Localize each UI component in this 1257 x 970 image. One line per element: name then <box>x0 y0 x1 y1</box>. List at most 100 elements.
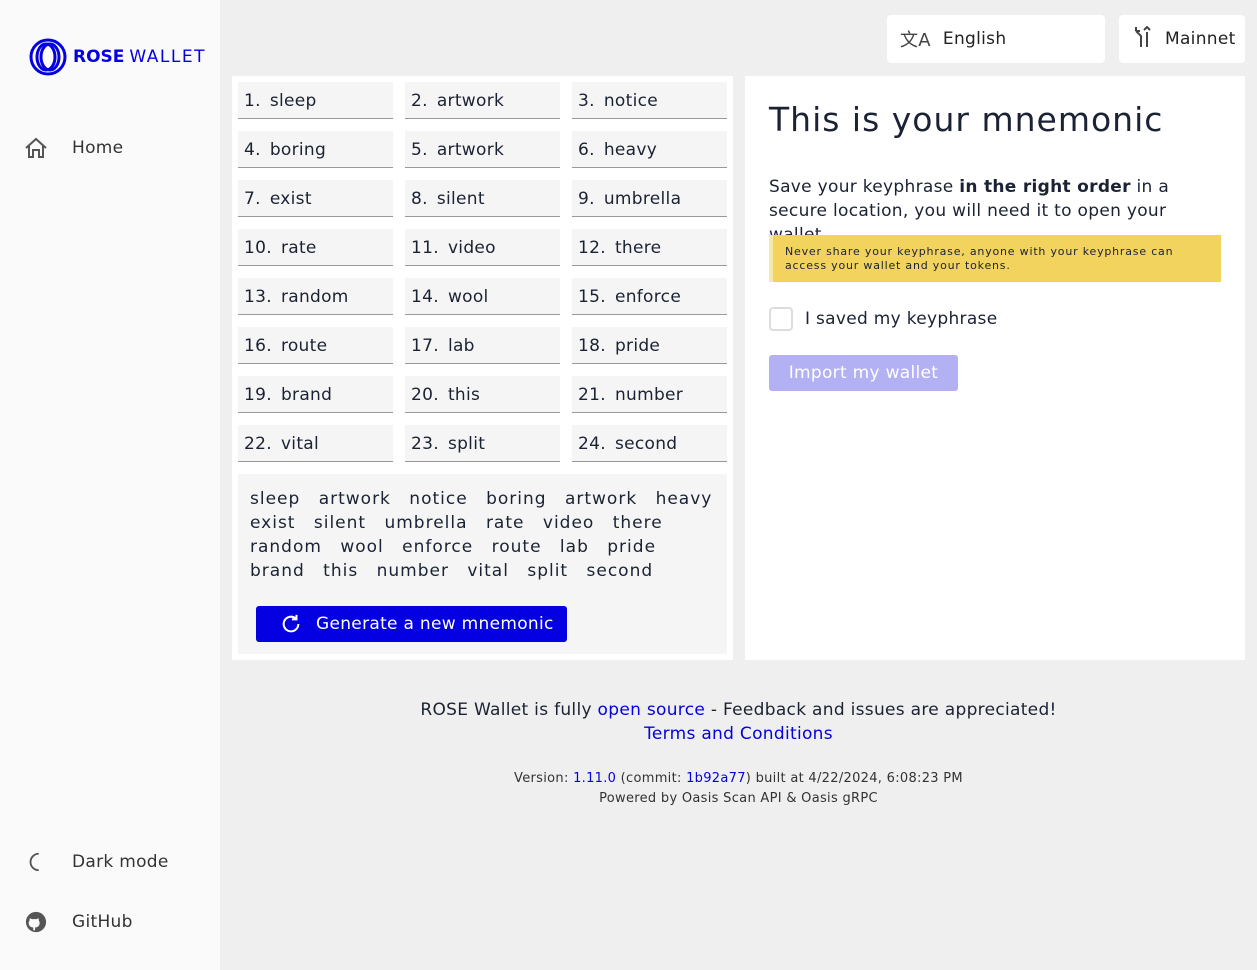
sidebar-item-label: Dark mode <box>72 852 169 872</box>
word-text: split <box>447 434 486 454</box>
word-text: brand <box>280 385 333 405</box>
word-number: 17. <box>411 336 439 356</box>
word-number: 3. <box>578 91 595 111</box>
rose-wallet-logo[interactable]: ROSE WALLET <box>28 37 206 77</box>
word-text: boring <box>269 140 327 160</box>
mnemonic-phrase-box: sleep artwork notice boring artwork heav… <box>238 474 727 654</box>
github-icon <box>24 910 48 934</box>
sidebar-item-home[interactable]: Home <box>24 136 123 160</box>
word-text: enforce <box>614 287 682 307</box>
word-number: 2. <box>411 91 428 111</box>
network-select[interactable]: Mainnet <box>1119 15 1245 63</box>
home-icon <box>24 136 48 160</box>
word-number: 8. <box>411 189 428 209</box>
commit-link[interactable]: 1b92a77 <box>686 771 746 786</box>
mnemonic-word: 14. wool <box>405 278 560 315</box>
generate-mnemonic-button[interactable]: Generate a new mnemonic <box>256 606 567 642</box>
mnemonic-word: 1. sleep <box>238 82 393 119</box>
word-number: 22. <box>244 434 272 454</box>
word-text: rate <box>280 238 317 258</box>
mnemonic-word: 5. artwork <box>405 131 560 168</box>
word-text: pride <box>614 336 661 356</box>
mnemonic-phrase[interactable]: sleep artwork notice boring artwork heav… <box>250 489 713 581</box>
mnemonic-word: 21. number <box>572 376 727 413</box>
language-label: English <box>942 29 1007 49</box>
word-number: 12. <box>578 238 606 258</box>
saved-keyphrase-checkbox[interactable]: I saved my keyphrase <box>769 307 997 331</box>
powered-by: Powered by Oasis Scan API & Oasis gRPC <box>599 791 878 806</box>
footer: ROSE Wallet is fully open source - Feedb… <box>232 698 1245 746</box>
warning-notice: Never share your keyphrase, anyone with … <box>769 235 1221 282</box>
network-fork-icon <box>1133 25 1153 53</box>
sidebar-item-dark-mode[interactable]: Dark mode <box>24 850 169 874</box>
mnemonic-word: 4. boring <box>238 131 393 168</box>
info-panel: This is your mnemonic Save your keyphras… <box>745 76 1245 660</box>
generate-label: Generate a new mnemonic <box>316 614 554 634</box>
sidebar-item-label: GitHub <box>72 912 133 932</box>
network-label: Mainnet <box>1165 29 1236 49</box>
mnemonic-word: 6. heavy <box>572 131 727 168</box>
word-number: 16. <box>244 336 272 356</box>
word-number: 6. <box>578 140 595 160</box>
word-number: 10. <box>244 238 272 258</box>
mnemonic-word: 17. lab <box>405 327 560 364</box>
word-number: 13. <box>244 287 272 307</box>
version-label: Version: <box>514 771 574 786</box>
version-link[interactable]: 1.11.0 <box>573 771 617 786</box>
sidebar-item-github[interactable]: GitHub <box>24 910 133 934</box>
word-number: 21. <box>578 385 606 405</box>
word-text: wool <box>447 287 489 307</box>
word-number: 20. <box>411 385 439 405</box>
mnemonic-word: 8. silent <box>405 180 560 217</box>
mnemonic-word: 12. there <box>572 229 727 266</box>
word-number: 18. <box>578 336 606 356</box>
mnemonic-word: 11. video <box>405 229 560 266</box>
word-number: 23. <box>411 434 439 454</box>
word-number: 19. <box>244 385 272 405</box>
word-text: there <box>614 238 662 258</box>
commit-label: (commit: <box>616 771 687 786</box>
moon-icon <box>24 850 48 874</box>
mnemonic-word: 2. artwork <box>405 82 560 119</box>
word-number: 24. <box>578 434 606 454</box>
word-number: 7. <box>244 189 261 209</box>
word-text: umbrella <box>603 189 682 209</box>
mnemonic-word: 24. second <box>572 425 727 462</box>
desc-bold: in the right order <box>959 177 1131 197</box>
mnemonic-word: 19. brand <box>238 376 393 413</box>
build-time: ) built at 4/22/2024, 6:08:23 PM <box>745 771 963 786</box>
word-text: artwork <box>436 140 505 160</box>
import-wallet-button[interactable]: Import my wallet <box>769 355 958 391</box>
refresh-icon <box>282 614 300 633</box>
mnemonic-word: 9. umbrella <box>572 180 727 217</box>
footer-text: ROSE Wallet is fully <box>420 700 598 720</box>
word-number: 14. <box>411 287 439 307</box>
word-text: vital <box>280 434 320 454</box>
mnemonic-panel: 1. sleep 2. artwork 3. notice 4. boring 5. artwor… <box>232 76 733 660</box>
word-text: second <box>614 434 678 454</box>
language-select[interactable]: 文A English <box>887 15 1105 63</box>
word-number: 1. <box>244 91 261 111</box>
word-text: video <box>447 238 496 258</box>
mnemonic-word: 22. vital <box>238 425 393 462</box>
sidebar-item-label: Home <box>72 138 124 158</box>
mnemonic-word: 3. notice <box>572 82 727 119</box>
mnemonic-word: 20. this <box>405 376 560 413</box>
word-text: sleep <box>269 91 317 111</box>
mnemonic-word: 16. route <box>238 327 393 364</box>
mnemonic-word: 13. random <box>238 278 393 315</box>
sidebar: ROSE WALLET Home Dark mode GitHub <box>0 0 220 970</box>
open-source-link[interactable]: open source <box>597 700 706 720</box>
version-info: Version: 1.11.0 (commit: 1b92a77) built … <box>232 769 1245 809</box>
terms-link[interactable]: Terms and Conditions <box>644 724 833 744</box>
word-text: lab <box>447 336 475 356</box>
brand-bold: ROSE <box>73 47 125 67</box>
desc-pre: Save your keyphrase <box>769 177 960 197</box>
page-title: This is your mnemonic <box>769 100 1164 139</box>
mnemonic-word: 10. rate <box>238 229 393 266</box>
mnemonic-word: 23. split <box>405 425 560 462</box>
checkbox[interactable] <box>769 307 793 331</box>
checkbox-label: I saved my keyphrase <box>805 309 998 329</box>
word-text: notice <box>603 91 658 111</box>
word-text: number <box>614 385 684 405</box>
